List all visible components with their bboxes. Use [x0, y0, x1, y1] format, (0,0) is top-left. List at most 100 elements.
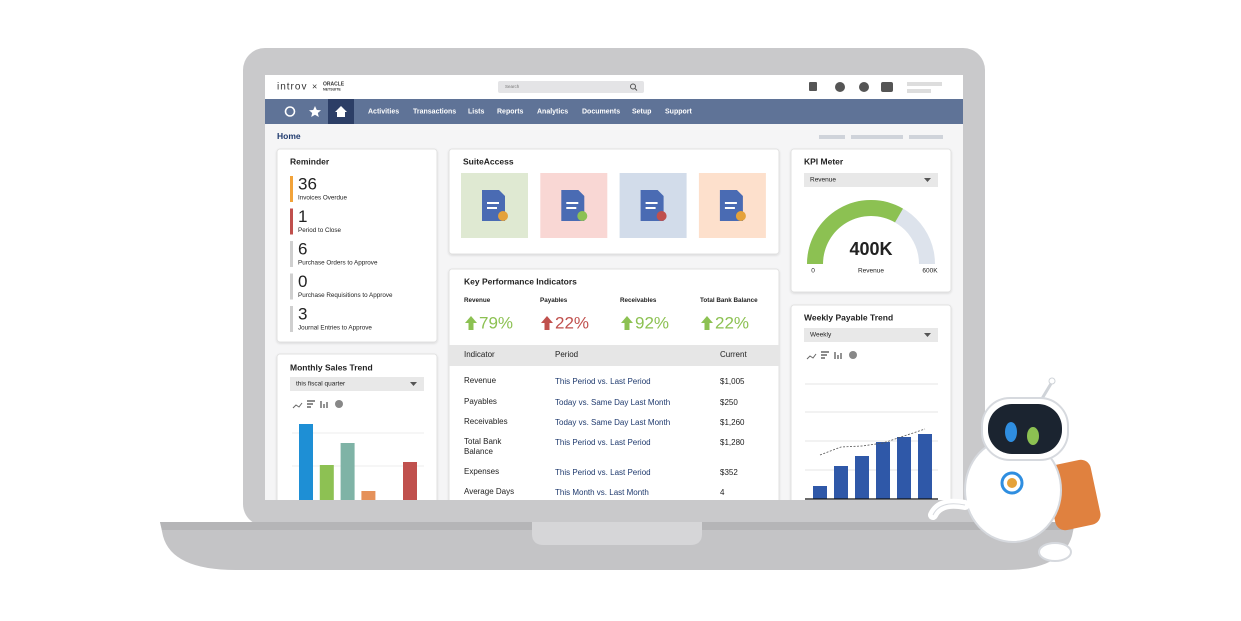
bar	[319, 465, 334, 500]
indicator-cell: Expenses	[464, 467, 500, 476]
chat-icon[interactable]	[859, 82, 869, 92]
bar-h-icon[interactable]	[821, 351, 829, 359]
toolbar-placeholder	[819, 135, 845, 139]
user-name-placeholder	[907, 82, 942, 86]
kpi-value: 79%	[479, 313, 513, 332]
reminder-count[interactable]: 0	[298, 272, 307, 291]
tile-icon-accent	[656, 211, 667, 221]
brand-separator: ×	[312, 81, 317, 91]
nav-item[interactable]: Reports	[497, 108, 524, 115]
tile-icon-accent	[735, 211, 746, 221]
user-icon[interactable]	[881, 82, 893, 92]
toolbar-placeholder	[909, 135, 943, 139]
reminder-label[interactable]: Purchase Requisitions to Approve	[298, 292, 393, 299]
bar	[299, 424, 313, 500]
nav-item[interactable]: Documents	[582, 108, 620, 115]
table-header: Current	[720, 350, 747, 359]
metric-dropdown[interactable]	[804, 173, 938, 187]
favorites-icon[interactable]	[309, 106, 321, 117]
panel-title: Monthly Sales Trend	[290, 362, 373, 372]
frequency-dropdown[interactable]	[804, 328, 938, 342]
reminder-count[interactable]: 1	[298, 207, 307, 226]
kpi-label: Payables	[540, 297, 568, 304]
nav-item[interactable]: Analytics	[537, 108, 568, 115]
nav-item[interactable]: Lists	[468, 108, 484, 115]
panel-title: Reminder	[290, 156, 330, 166]
breadcrumb[interactable]: Home	[277, 131, 301, 141]
trend-line	[819, 428, 926, 456]
dropdown-caret	[924, 333, 931, 337]
suiteaccess-panel	[448, 148, 780, 255]
current-cell: $1,260	[720, 418, 745, 427]
pie-icon[interactable]	[335, 400, 343, 408]
tile-icon-accent	[498, 211, 508, 221]
reminder-label[interactable]: Journal Entries to Approve	[298, 325, 372, 332]
nav-item[interactable]: Setup	[632, 108, 651, 115]
search-placeholder[interactable]: Search	[505, 84, 520, 89]
frequency-dropdown-text[interactable]: Weekly	[810, 332, 832, 339]
bar-v-icon[interactable]	[834, 352, 842, 359]
period-cell: This Period vs. Last Period	[555, 377, 651, 386]
bar-h-icon[interactable]	[307, 400, 315, 408]
indicator-cell: Average Days	[464, 487, 515, 496]
period-cell: This Month vs. Last Month	[555, 488, 649, 497]
user-role-placeholder	[907, 89, 931, 93]
metric-dropdown-text[interactable]: Revenue	[810, 177, 836, 184]
kpi-arrow	[541, 316, 553, 330]
indicator-cell: Total Bank Balance	[464, 437, 502, 456]
nav-item[interactable]: Activities	[368, 108, 399, 115]
reminder-marker	[290, 208, 293, 235]
reminder-count[interactable]: 36	[298, 174, 317, 193]
reminder-marker	[290, 306, 293, 332]
kpi-arrow	[465, 316, 477, 330]
help-icon[interactable]	[835, 82, 845, 92]
kpi-label: Receivables	[620, 297, 657, 304]
notification-icon[interactable]	[809, 82, 817, 91]
reminder-label[interactable]: Invoices Overdue	[298, 195, 347, 202]
table-header: Period	[555, 350, 578, 359]
tile-icon-detail	[566, 207, 577, 209]
pie-icon[interactable]	[849, 351, 857, 359]
period-dropdown[interactable]	[290, 377, 424, 391]
bar	[855, 456, 869, 499]
current-cell: $1,005	[720, 377, 745, 386]
table-cell-box: Revenue	[464, 376, 496, 385]
reminder-panel	[276, 148, 438, 343]
current-cell: 4	[720, 488, 725, 497]
search-box[interactable]	[498, 81, 644, 93]
bar	[813, 486, 827, 499]
period-dropdown-text[interactable]: this fiscal quarter	[296, 381, 346, 388]
gauge-min: 0	[811, 268, 815, 275]
period-cell: This Period vs. Last Period	[555, 468, 651, 477]
reminder-marker	[290, 273, 293, 300]
reminder-count[interactable]: 6	[298, 239, 307, 258]
reminder-count[interactable]: 3	[298, 304, 307, 323]
bar	[876, 442, 890, 499]
laptop-base	[160, 522, 1075, 570]
recent-icon[interactable]	[284, 106, 296, 117]
home-icon	[335, 106, 347, 117]
reminder-label[interactable]: Purchase Orders to Approve	[298, 260, 378, 267]
nav-bar	[265, 99, 963, 124]
robot-arm-outline	[932, 503, 966, 516]
kpi-value: 92%	[635, 313, 669, 332]
bar-v-icon[interactable]	[320, 401, 328, 408]
reminder-label[interactable]: Period to Close	[298, 227, 342, 234]
indicator-cell: Receivables	[464, 417, 508, 426]
search-icon[interactable]	[630, 83, 636, 90]
search-icon-handle	[634, 88, 638, 91]
robot-foot	[1038, 542, 1072, 562]
nav-item[interactable]: Support	[665, 108, 692, 115]
line-chart-icon[interactable]	[292, 402, 303, 409]
brand: introv	[277, 82, 307, 93]
gauge-value	[807, 199, 903, 264]
gauge-caption: Revenue	[858, 268, 884, 275]
nav-item[interactable]: Transactions	[413, 108, 456, 115]
line-chart-icon[interactable]	[806, 353, 817, 360]
tile-icon-detail	[645, 202, 658, 204]
period-cell: Today vs. Same Day Last Month	[555, 398, 670, 407]
kpi-panel	[448, 268, 780, 500]
period-cell: This Period vs. Last Period	[555, 438, 651, 447]
bar	[897, 437, 911, 499]
